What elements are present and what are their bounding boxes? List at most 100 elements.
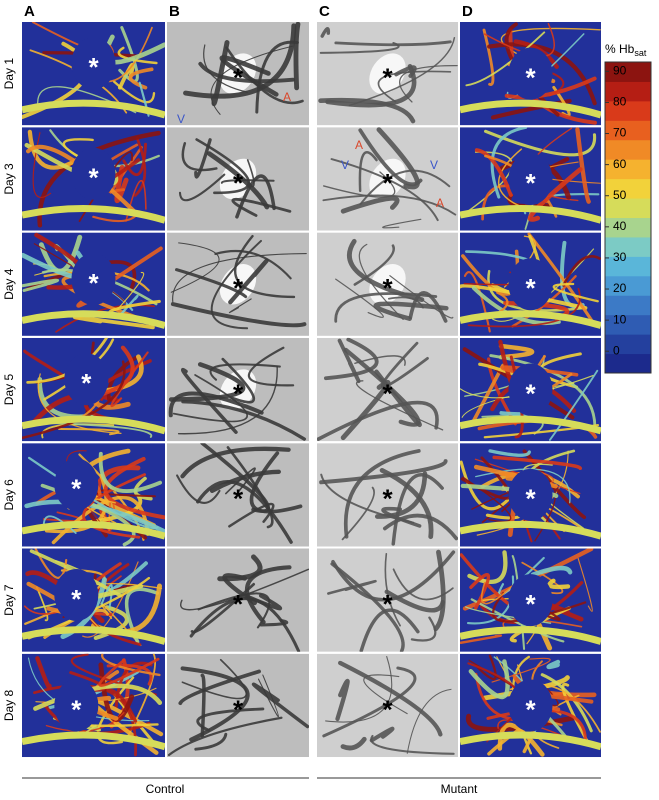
image-panel: * — [317, 337, 458, 442]
vessel — [22, 99, 165, 119]
vessel — [133, 476, 153, 501]
vessel — [244, 565, 292, 625]
vessel — [93, 605, 129, 641]
vessel — [170, 302, 307, 328]
vessel — [82, 473, 147, 539]
vessel — [384, 589, 445, 613]
asterisk: * — [233, 63, 244, 93]
asterisk: * — [525, 694, 536, 724]
panel-label: A — [24, 3, 35, 20]
asterisk: * — [88, 163, 99, 193]
colorbar-tick-label: 30 — [613, 250, 627, 264]
vessel — [228, 502, 275, 528]
vessel — [382, 218, 422, 229]
vessel — [320, 27, 331, 38]
colorbar-frame — [604, 61, 652, 374]
vessel — [334, 292, 438, 323]
vessel — [475, 654, 497, 681]
colorbar-band — [605, 256, 651, 277]
vessel — [467, 550, 508, 585]
image-panel: * — [460, 653, 601, 758]
vessel — [28, 456, 159, 530]
vessel — [474, 148, 513, 197]
vessel — [474, 458, 581, 495]
vessel — [41, 423, 115, 439]
asterisk: * — [233, 273, 244, 303]
image-panel: * — [22, 337, 165, 442]
vessel — [231, 197, 292, 217]
vessel — [211, 40, 230, 106]
image-panel: * — [460, 232, 601, 336]
vessel — [340, 736, 367, 751]
lesion — [54, 568, 99, 621]
vessel — [22, 415, 165, 435]
image-panel: * — [167, 337, 309, 442]
vessel — [460, 731, 601, 751]
vessel — [172, 374, 248, 423]
vessel — [168, 391, 264, 418]
vessel — [389, 275, 454, 319]
asterisk: * — [382, 168, 393, 198]
asterisk: * — [233, 168, 244, 198]
vessel — [196, 480, 293, 544]
asterisk: * — [382, 273, 393, 303]
vessel — [486, 708, 587, 743]
image-panel: * — [167, 443, 309, 547]
image-panel: * — [167, 22, 309, 126]
vessel — [251, 682, 309, 729]
vessel — [330, 562, 405, 652]
colorbar-band — [605, 353, 651, 374]
vessel — [167, 716, 283, 757]
vessel — [180, 446, 291, 479]
vessel — [391, 473, 444, 546]
lesion — [508, 258, 553, 311]
vessel — [42, 511, 84, 522]
vessel — [133, 136, 147, 197]
vessel — [226, 446, 274, 529]
vessel — [337, 338, 361, 384]
vessel — [399, 65, 458, 103]
vessel — [35, 656, 52, 690]
vessel — [546, 659, 561, 670]
colorbar-band — [605, 159, 651, 180]
vessel — [101, 653, 161, 677]
vessel — [460, 310, 601, 329]
vessel — [170, 242, 220, 293]
vessel — [194, 138, 212, 179]
image-panel: * — [22, 653, 165, 758]
vessel — [547, 578, 571, 590]
vessel — [460, 520, 601, 540]
vessel — [370, 734, 455, 755]
colorbar-tick-label: 40 — [613, 219, 627, 233]
vessel — [178, 669, 261, 706]
vessel — [340, 195, 400, 214]
vessel — [322, 171, 396, 198]
vessel — [530, 565, 573, 577]
vessel — [25, 144, 138, 216]
vessel — [37, 373, 122, 434]
lesion — [71, 253, 116, 306]
colorbar-tick-label: 10 — [613, 312, 627, 326]
lesion — [71, 37, 116, 90]
vessel — [22, 731, 165, 751]
vessel — [114, 164, 129, 204]
vessel — [347, 238, 425, 303]
vein-label: V — [341, 158, 349, 172]
vessel — [492, 455, 583, 471]
vessel — [331, 550, 456, 602]
panel-B-annotations: A V — [177, 90, 291, 126]
asterisk: * — [81, 368, 92, 398]
vessel — [325, 656, 393, 723]
vessel — [460, 634, 502, 644]
vessel — [293, 22, 301, 91]
vessel — [353, 244, 396, 286]
colorbar-band — [605, 236, 651, 257]
vein-label: V — [430, 158, 438, 172]
vessel — [177, 365, 278, 435]
asterisk: * — [88, 268, 99, 298]
vessel — [33, 684, 137, 757]
lesion — [54, 679, 99, 732]
vessel — [577, 557, 593, 612]
vessel — [408, 291, 448, 323]
vessel — [22, 310, 165, 329]
